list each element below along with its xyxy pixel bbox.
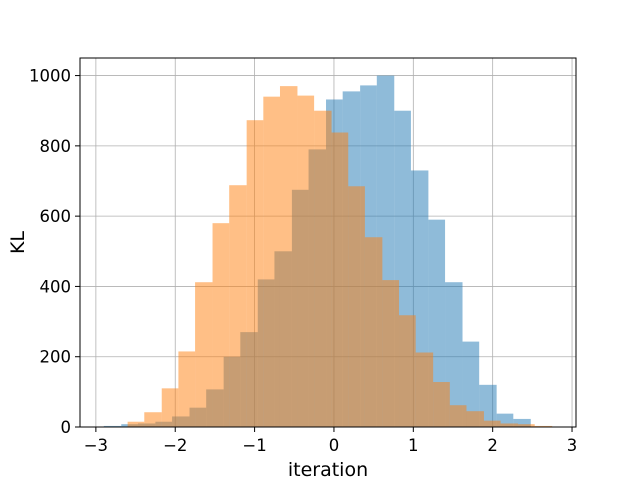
histogram-bar-series-2 — [229, 185, 247, 427]
x-axis-label: iteration — [288, 459, 368, 480]
histogram-bar-series-2 — [534, 425, 553, 427]
y-tick-label: 200 — [40, 348, 72, 367]
histogram-bars — [103, 75, 553, 428]
x-tick-label: 0 — [329, 436, 340, 455]
histogram-bar-series-2 — [314, 110, 332, 427]
axis-ticks: −3 −2 −1 0 1 2 3 0 200 400 600 800 1000 — [29, 67, 577, 455]
histogram-bar-series-2 — [144, 412, 162, 427]
x-tick-label: −1 — [242, 436, 266, 455]
histogram-bar-series-2 — [415, 352, 434, 427]
histogram-bar-series-2 — [433, 382, 450, 427]
histogram-bar-series-2 — [500, 423, 519, 427]
histogram-bar-series-2 — [518, 424, 535, 427]
y-axis-label: KL — [7, 231, 29, 254]
histogram-bar-series-2 — [466, 411, 484, 427]
histogram-bar-series-2 — [246, 120, 264, 428]
histogram-bar-series-2 — [161, 388, 179, 427]
histogram-bar-series-2 — [127, 421, 145, 427]
y-tick-label: 0 — [61, 418, 72, 437]
x-tick-label: 3 — [567, 436, 578, 455]
histogram-bar-series-2 — [348, 186, 365, 427]
y-tick-label: 1000 — [29, 67, 71, 86]
histogram-bar-series-2 — [212, 223, 230, 427]
histogram-bar-series-1 — [462, 341, 480, 427]
y-tick-label: 600 — [40, 207, 72, 226]
histogram-bar-series-2 — [263, 96, 280, 428]
histogram-bar-series-2 — [195, 282, 213, 427]
histogram-bar-series-1 — [103, 425, 122, 427]
histogram-bar-series-2 — [297, 95, 315, 428]
plot-frame — [79, 57, 577, 428]
histogram-bar-series-2 — [364, 237, 383, 427]
histogram-bar-series-2 — [483, 420, 501, 427]
x-tick-label: 1 — [408, 436, 419, 455]
histogram-bar-series-2 — [331, 132, 349, 427]
histogram-bar-series-1 — [513, 418, 531, 427]
y-tick-label: 400 — [40, 277, 72, 296]
histogram-bar-series-2 — [279, 86, 298, 427]
histogram-bar-series-2 — [178, 351, 196, 427]
x-tick-label: −3 — [84, 436, 108, 455]
histogram-bar-series-2 — [449, 405, 467, 427]
x-tick-label: 2 — [487, 436, 498, 455]
histogram-bar-series-2 — [382, 280, 400, 427]
y-tick-label: 800 — [40, 137, 72, 156]
histogram-bar-series-2 — [399, 315, 416, 427]
x-tick-label: −2 — [163, 436, 187, 455]
